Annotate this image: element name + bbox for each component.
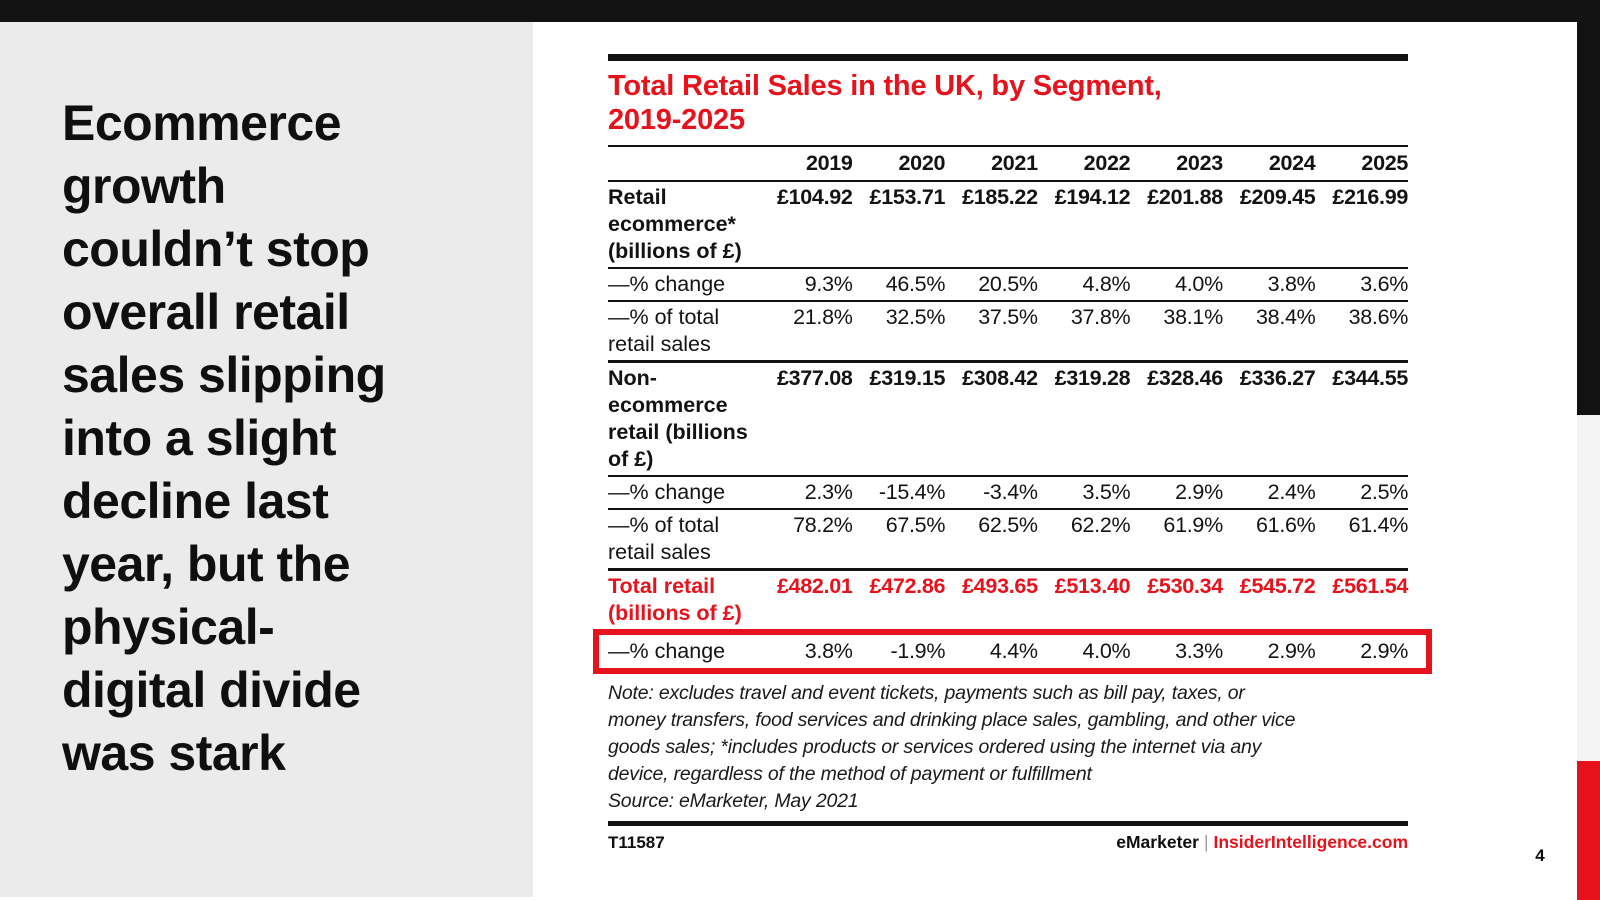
cell-value: 2.3% (804, 480, 853, 504)
cell-value: 2.9% (1360, 639, 1409, 663)
row-label: Retail ecommerce* (billions of £) (608, 185, 742, 263)
table-year-header: 2019 2020 2021 2022 2023 2024 2025 (608, 147, 1408, 182)
cell-value: £194.12 (1054, 185, 1131, 209)
table-id: T11587 (608, 833, 665, 852)
cell-value: 4.0% (1082, 639, 1131, 663)
cell-value: 67.5% (885, 513, 946, 537)
cell-value: 20.5% (978, 272, 1038, 296)
table-row: Total retail (billions of £) £482.01 £472.… (608, 568, 1408, 629)
table-top-rule (608, 54, 1408, 61)
cell-value: 61.9% (1163, 513, 1223, 537)
year-header: 2019 (805, 151, 853, 175)
cell-value: 38.1% (1163, 305, 1223, 329)
cell-value: 4.0% (1175, 272, 1223, 296)
cell-value: 32.5% (885, 305, 946, 329)
cell-value: 61.6% (1256, 513, 1316, 537)
row-label: —% of total retail sales (608, 305, 720, 356)
row-label: Non- ecommerce retail (billions of £) (608, 366, 748, 471)
table-row: —% change 9.3% 46.5% 20.5% 4.8% 4.0% 3.8% 3.6% (608, 267, 1408, 300)
table-row-highlighted: —% change 3.8% -1.9% 4.4% 4.0% 3.3% 2.9% 2.9% (593, 629, 1432, 674)
cell-value: £482.01 (776, 574, 853, 598)
cell-value: 4.8% (1082, 272, 1131, 296)
footer-brand: eMarketer | InsiderIntelligence.com (1116, 832, 1408, 853)
top-black-bar (0, 0, 1600, 22)
row-label: —% change (608, 480, 726, 504)
year-header: 2022 (1083, 151, 1131, 175)
cell-value: £530.34 (1147, 574, 1223, 598)
cell-value: 3.3% (1175, 639, 1223, 663)
cell-value: £209.45 (1239, 185, 1316, 209)
table-footer: T11587 eMarketer | InsiderIntelligence.com (608, 821, 1408, 853)
cell-value: 4.4% (989, 639, 1038, 663)
cell-value: £377.08 (776, 366, 853, 390)
cell-value: -1.9% (890, 639, 946, 663)
cell-value: -3.4% (983, 480, 1038, 504)
cell-value: £216.99 (1332, 185, 1409, 209)
insider-intelligence-link: InsiderIntelligence.com (1213, 832, 1409, 852)
table-source: Source: eMarketer, May 2021 (608, 790, 859, 812)
cell-value: -15.4% (878, 480, 946, 504)
cell-value: 9.3% (804, 272, 853, 296)
headline-panel: Ecommerce growth couldn’t stop overall r… (0, 22, 533, 897)
cell-value: £153.71 (869, 185, 946, 209)
cell-value: 3.6% (1360, 272, 1409, 296)
cell-value: 3.8% (1267, 272, 1316, 296)
page-number: 4 (1535, 846, 1545, 865)
cell-value: 78.2% (793, 513, 853, 537)
row-label: —% change (608, 272, 726, 296)
cell-value: 38.6% (1348, 305, 1409, 329)
slide-headline: Ecommerce growth couldn’t stop overall r… (62, 95, 386, 781)
year-header: 2023 (1176, 151, 1223, 175)
cell-value: 2.4% (1267, 480, 1316, 504)
cell-value: 2.5% (1360, 480, 1409, 504)
table-note: Note: excludes travel and event tickets,… (608, 682, 1296, 785)
row-label: Total retail (billions of £) (608, 574, 742, 625)
cell-value: £308.42 (962, 366, 1038, 390)
cell-value: 37.5% (978, 305, 1038, 329)
right-strip-gray (1577, 415, 1600, 761)
table-panel: Total Retail Sales in the UK, by Segment… (593, 54, 1432, 853)
cell-value: £336.27 (1239, 366, 1316, 390)
cell-value: £319.15 (869, 366, 946, 390)
cell-value: £344.55 (1332, 366, 1409, 390)
table-row: —% of total retail sales 21.8% 32.5% 37.5% 3… (608, 300, 1408, 360)
footer-separator: | (1203, 832, 1209, 852)
cell-value: 2.9% (1267, 639, 1316, 663)
retail-table-body: Retail ecommerce* (billions of £) £104.92… (593, 182, 1432, 674)
table-row: Non- ecommerce retail (billions of £) £37… (608, 360, 1408, 475)
cell-value: 3.5% (1082, 480, 1131, 504)
cell-value: 46.5% (885, 272, 946, 296)
cell-value: £328.46 (1147, 366, 1223, 390)
cell-value: 37.8% (1070, 305, 1131, 329)
cell-value: 62.5% (978, 513, 1038, 537)
year-header: 2020 (898, 151, 946, 175)
emarketer-logo: eMarketer (1116, 832, 1199, 852)
cell-value: 62.2% (1070, 513, 1131, 537)
cell-value: £201.88 (1147, 185, 1223, 209)
cell-value: £319.28 (1054, 366, 1131, 390)
right-strip-black (1577, 22, 1600, 415)
table-row: —% of total retail sales 78.2% 67.5% 62.5% 6… (608, 508, 1408, 568)
table-row: —% change 2.3% -15.4% -3.4% 3.5% 2.9% 2.4% 2.5% (608, 475, 1408, 508)
cell-value: 21.8% (793, 305, 853, 329)
year-header: 2024 (1268, 151, 1316, 175)
cell-value: £104.92 (776, 185, 853, 209)
right-strip-red (1577, 761, 1600, 900)
cell-value: £545.72 (1239, 574, 1316, 598)
row-label: —% change (608, 639, 726, 663)
cell-value: £472.86 (869, 574, 946, 598)
cell-value: £513.40 (1054, 574, 1131, 598)
cell-value: 38.4% (1256, 305, 1316, 329)
year-header: 2025 (1361, 151, 1409, 175)
cell-value: 2.9% (1175, 480, 1223, 504)
cell-value: £493.65 (962, 574, 1038, 598)
table-title: Total Retail Sales in the UK, by Segment… (608, 69, 1408, 147)
cell-value: £561.54 (1332, 574, 1409, 598)
row-label: —% of total retail sales (608, 513, 720, 564)
table-row: Retail ecommerce* (billions of £) £104.92… (608, 182, 1408, 267)
cell-value: 61.4% (1348, 513, 1409, 537)
cell-value: 3.8% (804, 639, 853, 663)
year-header: 2021 (991, 151, 1038, 175)
cell-value: £185.22 (962, 185, 1038, 209)
